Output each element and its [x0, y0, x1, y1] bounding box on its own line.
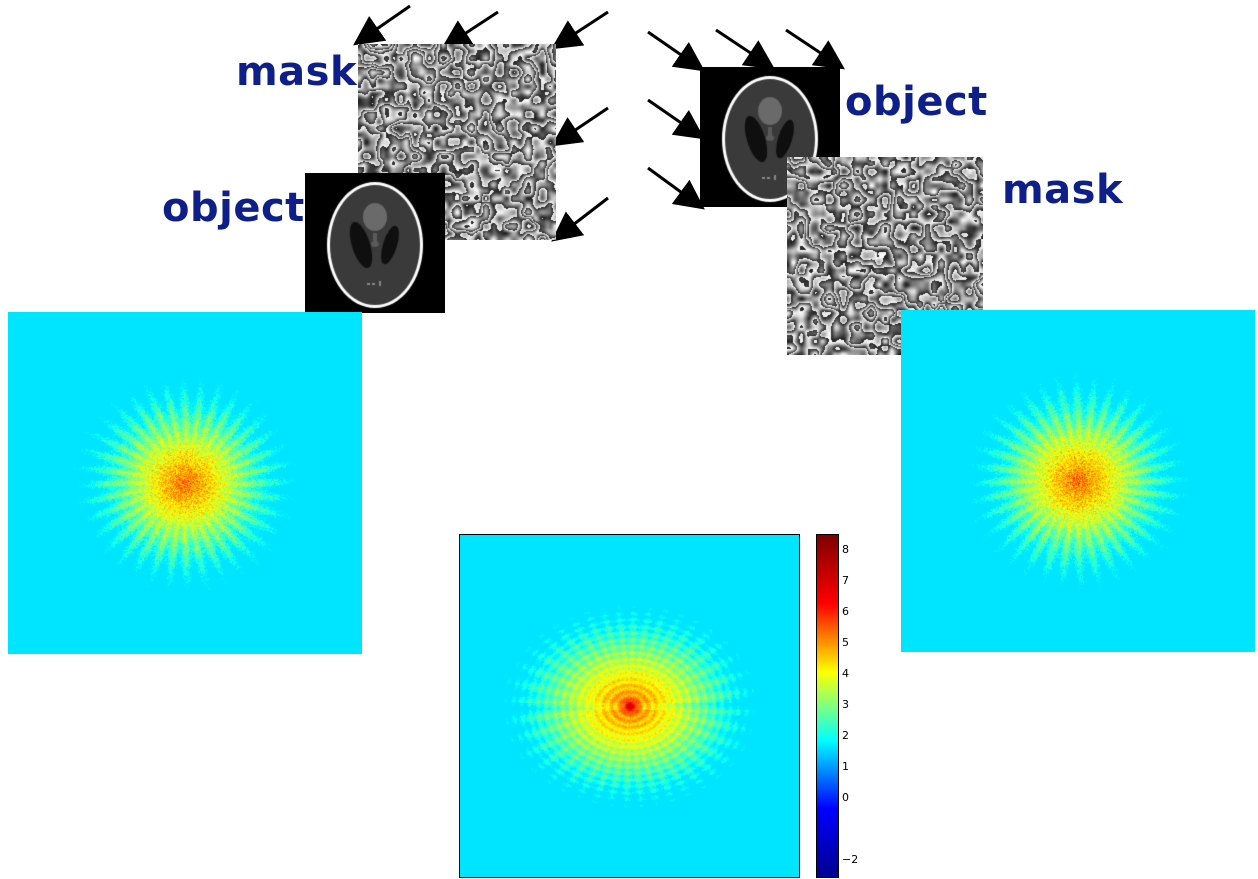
mask-label-left: mask	[236, 49, 358, 95]
arrow-icon	[551, 196, 609, 242]
colorbar-tick-label: −2	[842, 853, 859, 867]
object-label-left: object	[162, 185, 305, 231]
arrow-icon	[550, 10, 609, 50]
colorbar-tick-label: 0	[842, 791, 849, 805]
colorbar-tick-label: 3	[842, 698, 849, 711]
diffraction-pattern-right	[901, 310, 1255, 652]
object-label-right: object	[845, 79, 988, 125]
arrow-icon	[551, 106, 609, 147]
arrow-icon	[785, 28, 845, 70]
diffraction-pattern-left	[8, 312, 362, 654]
colorbar-tick-label: 7	[842, 573, 849, 587]
arrow-icon	[715, 28, 775, 70]
colorbar-tick-label: 4	[842, 666, 849, 680]
arrow-icon	[353, 4, 411, 46]
colorbar-tick-label: 6	[842, 604, 849, 618]
colorbar-tick-label: 5	[842, 635, 849, 649]
combined-diffraction-pattern	[459, 534, 800, 878]
arrow-icon	[647, 30, 705, 72]
mask-label-right: mask	[1002, 167, 1124, 213]
arrow-icon	[647, 166, 705, 210]
colorbar-gradient	[817, 535, 838, 877]
arrow-icon	[647, 98, 705, 140]
colorbar-tick-label: 1	[842, 760, 849, 774]
colorbar-tick-label: 8	[842, 542, 849, 556]
phantom-object-left	[305, 173, 445, 313]
arrow-icon	[440, 10, 499, 50]
colorbar	[816, 534, 839, 878]
colorbar-tick-label: 2	[842, 729, 849, 743]
